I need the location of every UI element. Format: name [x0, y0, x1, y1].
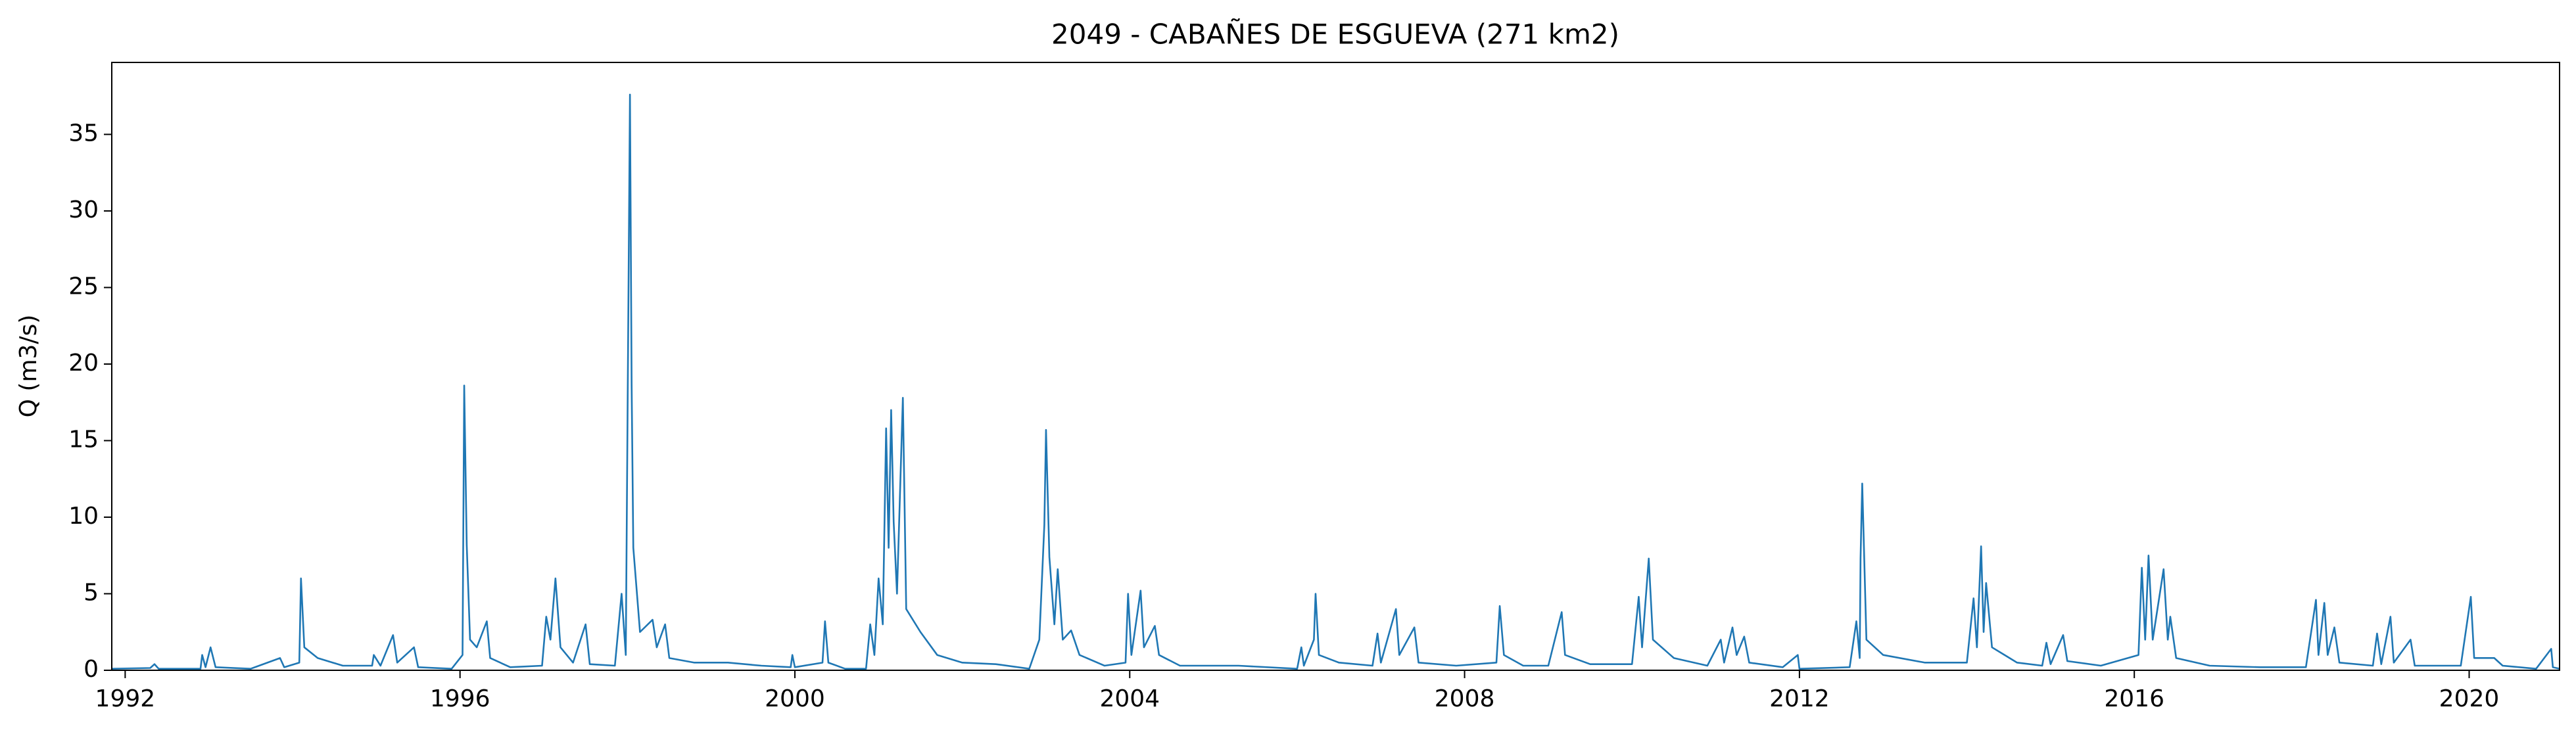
data-line [111, 93, 2560, 670]
y-tick-label: 20 [68, 350, 99, 377]
y-tick-label: 15 [68, 426, 99, 453]
y-tick-label: 30 [68, 196, 99, 223]
x-tick-label: 1996 [430, 685, 490, 712]
x-tick-label: 2012 [1769, 685, 1830, 712]
x-tick-label: 1992 [95, 685, 156, 712]
x-tick-label: 2020 [2439, 685, 2500, 712]
y-tick-label: 35 [68, 120, 99, 147]
y-tick-label: 0 [83, 656, 99, 683]
plot-frame [111, 62, 2560, 671]
x-tick-label: 2000 [765, 685, 825, 712]
x-tick-label: 2008 [1435, 685, 1495, 712]
y-axis-label: Q (m3/s) [15, 315, 42, 418]
x-tick-label: 2016 [2104, 685, 2164, 712]
chart-title: 2049 - CABAÑES DE ESGUEVA (271 km2) [1051, 18, 1619, 51]
y-tick-label: 25 [68, 273, 99, 300]
y-tick-label: 10 [68, 503, 99, 530]
x-tick-label: 2004 [1099, 685, 1160, 712]
y-tick-label: 5 [83, 580, 99, 607]
